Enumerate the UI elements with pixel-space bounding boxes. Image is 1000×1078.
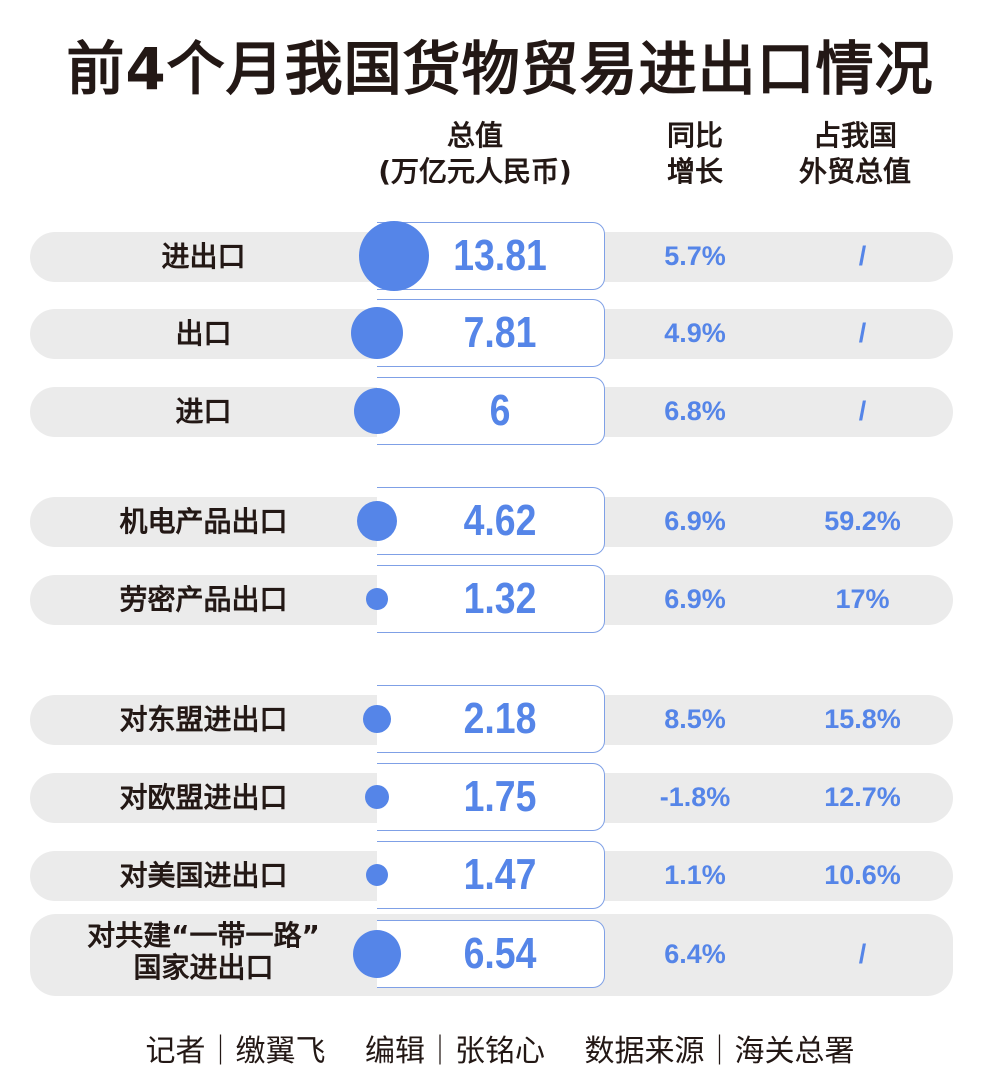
total-value: 13.81 xyxy=(453,231,547,280)
trade-share: / xyxy=(858,396,867,426)
yoy-growth: 1.1% xyxy=(664,860,726,890)
total-value: 1.32 xyxy=(463,574,537,623)
total-value: 6.54 xyxy=(463,929,537,978)
trade-share: 59.2% xyxy=(824,506,901,536)
row-label: 对东盟进出口 xyxy=(119,703,288,736)
total-value: 6 xyxy=(489,386,511,435)
value-bubble xyxy=(356,500,398,542)
row-label: 进口 xyxy=(175,395,232,428)
trade-share: 10.6% xyxy=(824,860,901,890)
total-value: 1.47 xyxy=(463,850,537,899)
header-yoy-line2: 增长 xyxy=(666,155,723,188)
value-box xyxy=(377,763,605,831)
trade-share: 12.7% xyxy=(824,782,901,812)
row-label: 进出口 xyxy=(161,240,246,273)
yoy-growth: 8.5% xyxy=(664,704,726,734)
trade-share: 17% xyxy=(835,584,890,614)
row-label-line: 国家进出口 xyxy=(133,951,274,984)
total-value: 4.62 xyxy=(463,496,537,545)
value-box xyxy=(377,685,605,753)
page-title: 前4个月我国货物贸易进出口情况 xyxy=(66,35,934,103)
trade-share: / xyxy=(858,939,867,969)
header-yoy-line1: 同比 xyxy=(666,119,723,152)
header-share-line2: 外贸总值 xyxy=(798,155,911,188)
value-bubble xyxy=(365,863,389,887)
header-total: 总值 (万亿元人民币) xyxy=(350,118,600,190)
total-value: 2.18 xyxy=(463,694,537,743)
row-label: 出口 xyxy=(175,317,232,350)
value-bubble xyxy=(353,387,401,435)
row-label: 对美国进出口 xyxy=(119,859,288,892)
yoy-growth: 6.9% xyxy=(664,506,726,536)
yoy-growth: 4.9% xyxy=(664,318,726,348)
yoy-growth: 5.7% xyxy=(664,241,726,271)
trade-share: / xyxy=(858,241,867,271)
value-bubble xyxy=(366,588,388,610)
value-box xyxy=(377,565,605,633)
value-bubble xyxy=(359,221,429,291)
header-share-line1: 占我国 xyxy=(812,119,897,152)
row-label: 劳密产品出口 xyxy=(119,583,288,616)
row-label: 机电产品出口 xyxy=(119,505,288,538)
value-box xyxy=(377,920,605,988)
value-bubble xyxy=(352,929,402,979)
header-total-unit: (万亿元人民币) xyxy=(378,155,572,188)
total-value: 1.75 xyxy=(463,772,537,821)
trade-share: / xyxy=(858,318,867,348)
yoy-growth: 6.4% xyxy=(664,939,726,969)
yoy-growth: 6.8% xyxy=(664,396,726,426)
yoy-growth: 6.9% xyxy=(664,584,726,614)
value-box xyxy=(377,299,605,367)
row-label-line: 对共建“一带一路” xyxy=(87,919,320,952)
header-yoy: 同比 增长 xyxy=(630,118,760,190)
yoy-growth: -1.8% xyxy=(659,782,731,812)
trade-share: 15.8% xyxy=(824,704,901,734)
row-label: 对欧盟进出口 xyxy=(119,781,288,814)
header-share: 占我国 外贸总值 xyxy=(780,118,930,190)
total-value: 7.81 xyxy=(463,308,537,357)
value-box xyxy=(377,487,605,555)
value-bubble xyxy=(363,705,391,733)
value-box xyxy=(377,841,605,909)
value-bubble xyxy=(364,784,390,810)
row-label: 对共建“一带一路” 国家进出口 xyxy=(30,920,377,984)
value-bubble xyxy=(350,306,404,360)
credits-footer: 记者｜缴翼飞 编辑｜张铭心 数据来源｜海关总署 xyxy=(145,1034,855,1069)
value-box xyxy=(377,377,605,445)
header-total-label: 总值 xyxy=(446,119,503,152)
